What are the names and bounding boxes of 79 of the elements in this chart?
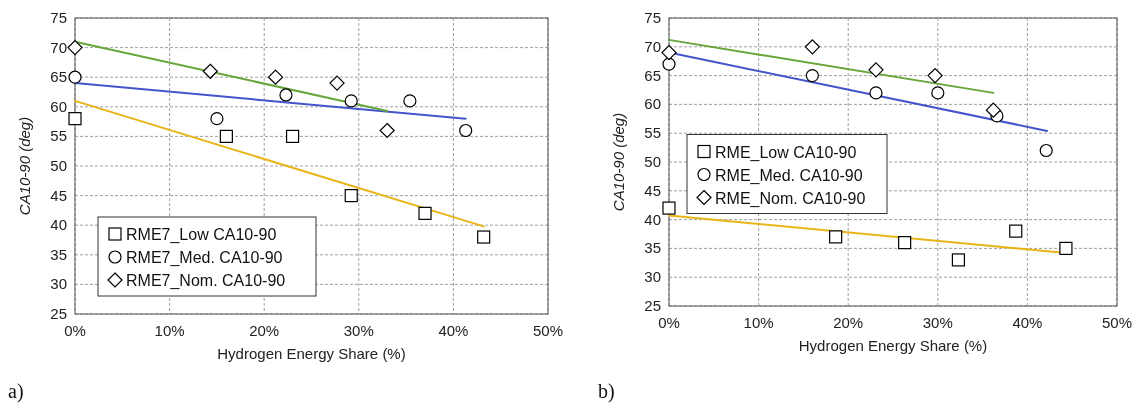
point — [344, 189, 358, 203]
point — [805, 69, 819, 83]
point — [869, 86, 883, 100]
x-tick-label: 40% — [1012, 314, 1043, 331]
y-tick-label: 25 — [50, 305, 67, 322]
point — [661, 44, 677, 61]
y-tick-label: 70 — [644, 37, 661, 55]
point — [1039, 143, 1053, 158]
point — [379, 122, 395, 139]
x-axis-title: Hydrogen Energy Share (%) — [798, 337, 988, 354]
text: a) — [8, 380, 24, 403]
y-tick-label: 75 — [644, 9, 661, 26]
x-tick-label: 0% — [658, 314, 680, 331]
point — [202, 63, 218, 79]
y-tick-label: 30 — [50, 275, 67, 293]
x-tick-label: 30% — [343, 322, 374, 339]
point — [927, 68, 943, 84]
x-tick-label: 40% — [438, 322, 469, 339]
point — [285, 129, 300, 143]
point — [829, 230, 843, 244]
point — [279, 88, 293, 102]
point — [219, 129, 233, 143]
legend-label: RME_Low CA10-90 — [715, 143, 857, 162]
x-tick-label: 30% — [922, 314, 953, 331]
y-tick-label: 50 — [644, 153, 661, 170]
point — [67, 40, 83, 56]
point — [662, 201, 676, 215]
point — [68, 70, 82, 84]
y-axis-title: CA10-90 (deg) — [16, 116, 33, 216]
y-axis-title: CA10-90 (deg) — [610, 112, 627, 212]
point — [931, 86, 945, 100]
point — [459, 123, 473, 138]
x-tick-label: 20% — [833, 314, 864, 331]
point — [804, 39, 820, 55]
point — [898, 236, 912, 250]
y-tick-label: 60 — [644, 95, 661, 113]
point — [418, 206, 432, 220]
y-tick-label: 65 — [644, 66, 661, 84]
x-axis-title: Hydrogen Energy Share (%) — [217, 345, 406, 362]
point — [868, 62, 884, 78]
point — [68, 112, 82, 126]
y-tick-label: 40 — [644, 210, 661, 228]
y-tick-label: 45 — [50, 186, 67, 204]
legend-label: RME_Med. CA10-90 — [715, 166, 863, 185]
y-tick-label: 55 — [644, 124, 661, 142]
point — [1059, 241, 1073, 255]
point — [662, 57, 676, 71]
point — [210, 112, 224, 126]
y-tick-label: 40 — [50, 216, 67, 234]
y-tick-label: 30 — [644, 268, 661, 286]
y-tick-label: 55 — [50, 127, 67, 145]
y-tick-label: 35 — [644, 239, 661, 257]
point — [951, 253, 966, 267]
y-tick-label: 70 — [50, 38, 67, 56]
legend-label: RME7_Nom. CA10-90 — [126, 272, 286, 290]
point — [1009, 224, 1023, 238]
x-tick-label: 10% — [743, 314, 774, 331]
legend-label: RME7_Low CA10-90 — [126, 226, 277, 244]
point — [477, 230, 491, 244]
point — [267, 69, 284, 85]
point — [403, 94, 417, 108]
y-tick-label: 35 — [50, 245, 67, 263]
y-tick-label: 25 — [644, 297, 661, 314]
x-tick-label: 50% — [1101, 314, 1133, 331]
y-tick-label: 50 — [50, 157, 67, 174]
text: b) — [598, 380, 615, 403]
legend-label: RME_Nom. CA10-90 — [715, 189, 866, 208]
point — [985, 102, 1001, 118]
x-tick-label: 50% — [532, 322, 564, 339]
y-tick-label: 65 — [50, 68, 67, 86]
x-tick-label: 20% — [249, 322, 280, 339]
legend-label: RME7_Med. CA10-90 — [126, 249, 283, 267]
x-tick-label: 0% — [64, 322, 86, 339]
y-tick-label: 75 — [50, 9, 67, 26]
y-tick-label: 45 — [644, 181, 661, 199]
point — [344, 94, 358, 108]
point — [329, 75, 345, 91]
x-tick-label: 10% — [154, 322, 185, 339]
y-tick-label: 60 — [50, 97, 67, 115]
